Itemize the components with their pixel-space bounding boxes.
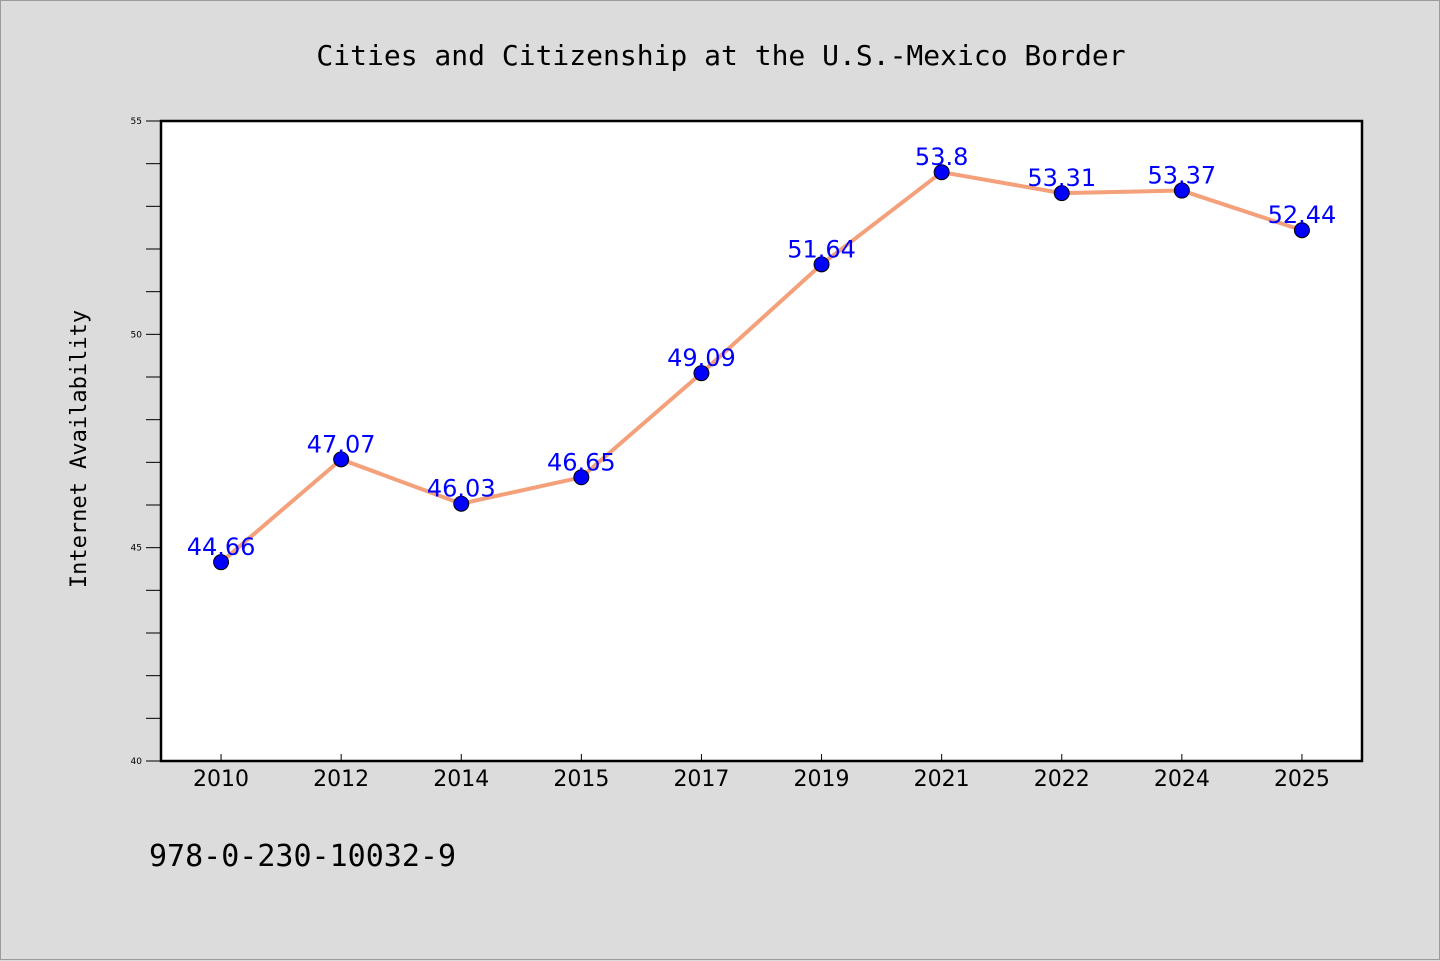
data-label: 53.31 [1027,164,1096,192]
x-tick-label: 2017 [673,767,729,792]
x-tick-label: 2010 [193,767,249,792]
data-point [933,164,950,181]
x-tick-label: 2012 [313,767,369,792]
isbn-footer: 978-0-230-10032-9 [149,839,456,874]
y-tick-label: 40 [131,757,143,767]
data-point [573,469,590,486]
y-tick-label: 45 [131,544,142,554]
data-label: 53.8 [915,143,968,171]
y-axis: 40 45 50 55 [131,117,161,767]
series-line [219,170,1303,564]
plot-area [159,119,1364,763]
chart-title: Cities and Citizenship at the U.S.-Mexic… [316,39,1125,72]
data-point [693,365,710,382]
x-tick-label: 2022 [1034,767,1090,792]
x-axis: 2010 2012 2014 2015 2017 2019 2021 2022 2024 2025 [193,754,1330,792]
data-labels: 44.66 47.07 46.03 46.65 49.09 51.64 53.8 53.31 5… [187,143,1337,561]
data-point [1173,182,1190,199]
data-point [813,256,830,273]
y-tick-label: 50 [131,330,143,340]
x-tick-label: 2025 [1274,767,1330,792]
x-tick-label: 2024 [1154,767,1210,792]
x-tick-label: 2019 [794,767,850,792]
data-label: 44.66 [187,533,256,561]
data-label: 46.03 [427,475,496,503]
data-label: 46.65 [547,448,616,476]
data-label: 49.09 [667,344,736,372]
series-line-group [213,164,1310,571]
data-point [333,451,350,468]
data-label: 53.37 [1147,162,1216,190]
y-axis-label: Internet Availability [67,310,92,588]
y-tick-label: 55 [131,117,142,127]
data-label: 51.64 [787,235,856,263]
data-point [453,495,470,512]
x-tick-label: 2015 [553,767,609,792]
data-point [1053,185,1070,202]
x-tick-label: 2021 [914,767,970,792]
data-point [213,554,230,571]
data-label: 52.44 [1268,201,1337,229]
data-point [1293,222,1310,239]
data-label: 47.07 [307,430,376,458]
x-tick-label: 2014 [433,767,489,792]
